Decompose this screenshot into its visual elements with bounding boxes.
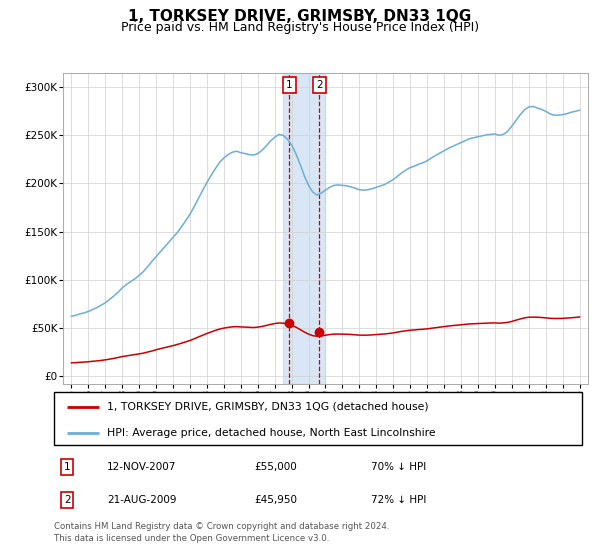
Text: 1, TORKSEY DRIVE, GRIMSBY, DN33 1QG: 1, TORKSEY DRIVE, GRIMSBY, DN33 1QG — [128, 9, 472, 24]
Text: 2: 2 — [64, 495, 71, 505]
Text: £55,000: £55,000 — [254, 462, 298, 472]
Text: 72% ↓ HPI: 72% ↓ HPI — [371, 495, 426, 505]
Text: 2: 2 — [316, 80, 323, 90]
Text: 12-NOV-2007: 12-NOV-2007 — [107, 462, 176, 472]
Text: £45,950: £45,950 — [254, 495, 298, 505]
Text: 1, TORKSEY DRIVE, GRIMSBY, DN33 1QG (detached house): 1, TORKSEY DRIVE, GRIMSBY, DN33 1QG (det… — [107, 402, 428, 412]
Text: 70% ↓ HPI: 70% ↓ HPI — [371, 462, 426, 472]
Text: Contains HM Land Registry data © Crown copyright and database right 2024.
This d: Contains HM Land Registry data © Crown c… — [54, 522, 389, 543]
Text: 1: 1 — [286, 80, 293, 90]
Text: Price paid vs. HM Land Registry's House Price Index (HPI): Price paid vs. HM Land Registry's House … — [121, 21, 479, 34]
Text: HPI: Average price, detached house, North East Lincolnshire: HPI: Average price, detached house, Nort… — [107, 428, 436, 438]
Bar — [283, 73, 325, 384]
Text: 21-AUG-2009: 21-AUG-2009 — [107, 495, 176, 505]
Text: 1: 1 — [64, 462, 71, 472]
